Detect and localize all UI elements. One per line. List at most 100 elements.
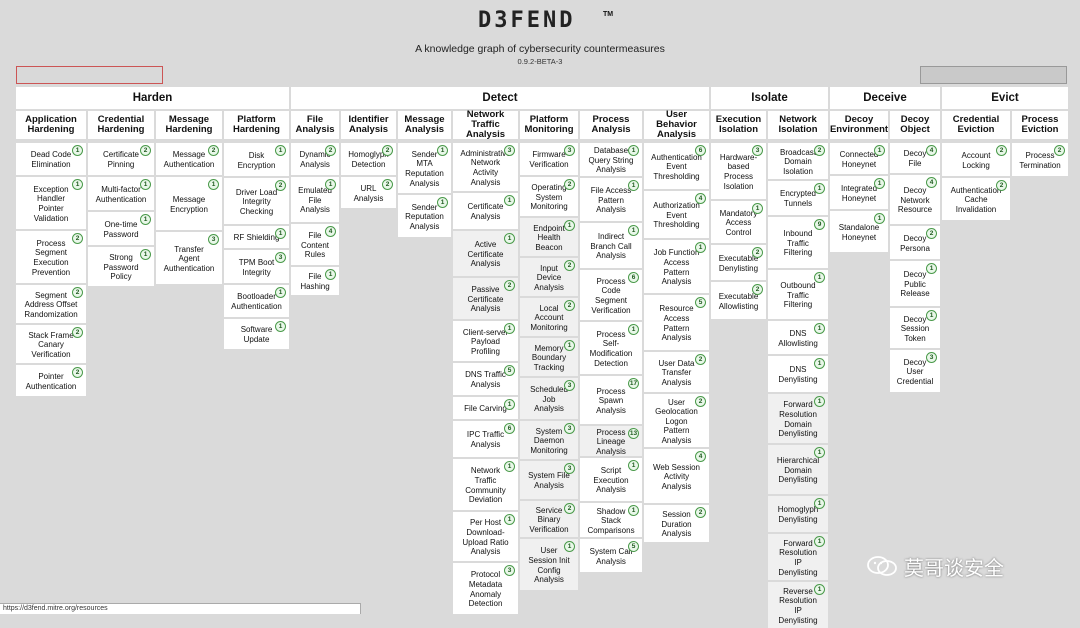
technique-card-client-server-payload-profiling[interactable]: Client-server Payload Profiling 1 [453, 321, 518, 361]
column-header-message-hardening[interactable]: Message Hardening [156, 111, 222, 139]
technique-card-job-function-access-pattern-analysis[interactable]: Job Function Access Pattern Analysis 1 [644, 240, 709, 293]
technique-card-session-duration-analysis[interactable]: Session Duration Analysis 2 [644, 505, 709, 542]
technique-card-outbound-traffic-filtering[interactable]: Outbound Traffic Filtering 1 [768, 270, 828, 319]
tactic-harden[interactable]: Harden [16, 87, 289, 109]
technique-card-protocol-metadata-anomaly-detection[interactable]: Protocol Metadata Anomaly Detection 3 [453, 563, 518, 614]
tactic-evict[interactable]: Evict [942, 87, 1068, 109]
technique-card-decoy-user-credential[interactable]: Decoy User Credential 3 [890, 350, 940, 392]
technique-card-process-lineage-analysis[interactable]: Process Lineage Analysis 13 [580, 426, 642, 456]
technique-card-exception-handler-pointer-validation[interactable]: Exception Handler Pointer Validation 1 [16, 177, 86, 229]
technique-card-inbound-traffic-filtering[interactable]: Inbound Traffic Filtering 9 [768, 217, 828, 268]
technique-card-pointer-authentication[interactable]: Pointer Authentication 2 [16, 365, 86, 396]
technique-card-homoglyph-denylisting[interactable]: Homoglyph Denylisting 1 [768, 496, 828, 532]
technique-card-certificate-pinning[interactable]: Certificate Pinning 2 [88, 143, 154, 175]
technique-card-certificate-analysis[interactable]: Certificate Analysis 1 [453, 193, 518, 229]
column-header-process-eviction[interactable]: Process Eviction [1012, 111, 1068, 139]
column-header-identifier-analysis[interactable]: Identifier Analysis [341, 111, 396, 139]
technique-card-file-access-pattern-analysis[interactable]: File Access Pattern Analysis 1 [580, 178, 642, 221]
technique-card-decoy-file[interactable]: Decoy File 4 [890, 143, 940, 173]
column-header-credential-hardening[interactable]: Credential Hardening [88, 111, 154, 139]
technique-card-passive-certificate-analysis[interactable]: Passive Certificate Analysis 2 [453, 278, 518, 319]
technique-card-message-authentication[interactable]: Message Authentication 2 [156, 143, 222, 175]
technique-card-dead-code-elimination[interactable]: Dead Code Elimination 1 [16, 143, 86, 175]
technique-card-web-session-activity-analysis[interactable]: Web Session Activity Analysis 4 [644, 449, 709, 503]
column-header-decoy-environment[interactable]: Decoy Environment [830, 111, 888, 139]
column-header-process-analysis[interactable]: Process Analysis [580, 111, 642, 139]
technique-card-authentication-cache-invalidation[interactable]: Authentication Cache Invalidation 2 [942, 178, 1010, 220]
technique-card-file-carving[interactable]: File Carving 1 [453, 397, 518, 419]
technique-card-message-encryption[interactable]: Message Encryption 1 [156, 177, 222, 230]
technique-card-system-file-analysis[interactable]: System File Analysis 3 [520, 461, 578, 499]
technique-card-process-termination[interactable]: Process Termination 2 [1012, 143, 1068, 176]
technique-card-driver-load-integrity-checking[interactable]: Driver Load Integrity Checking 2 [224, 178, 289, 224]
technique-card-rf-shielding[interactable]: RF Shielding 1 [224, 226, 289, 248]
technique-card-decoy-public-release[interactable]: Decoy Public Release 1 [890, 261, 940, 306]
technique-card-segment-address-offset-randomization[interactable]: Segment Address Offset Randomization 2 [16, 285, 86, 323]
technique-card-system-call-analysis[interactable]: System Call Analysis 5 [580, 539, 642, 572]
technique-card-decoy-session-token[interactable]: Decoy Session Token 1 [890, 308, 940, 348]
technique-card-multi-factor-authentication[interactable]: Multi-factor Authentication 1 [88, 177, 154, 210]
technique-card-scheduled-job-analysis[interactable]: Scheduled Job Analysis 3 [520, 378, 578, 419]
technique-card-decoy-persona[interactable]: Decoy Persona 2 [890, 226, 940, 259]
d3fend-logo[interactable]: D3FEND [478, 8, 598, 40]
technique-card-disk-encryption[interactable]: Disk Encryption 1 [224, 143, 289, 176]
technique-card-per-host-download-upload-ratio-analysis[interactable]: Per Host Download-Upload Ratio Analysis 1 [453, 512, 518, 561]
technique-card-user-geolocation-logon-pattern-analysis[interactable]: User Geolocation Logon Pattern Analysis 2 [644, 394, 709, 447]
technique-card-shadow-stack-comparisons[interactable]: Shadow Stack Comparisons 1 [580, 503, 642, 537]
technique-card-user-session-init-config-analysis[interactable]: User Session Init Config Analysis 1 [520, 539, 578, 590]
technique-card-transfer-agent-authentication[interactable]: Transfer Agent Authentication 3 [156, 232, 222, 284]
column-header-network-isolation[interactable]: Network Isolation [768, 111, 828, 139]
technique-card-file-content-rules[interactable]: File Content Rules 4 [291, 224, 339, 265]
technique-card-stack-frame-canary-verification[interactable]: Stack Frame Canary Verification 2 [16, 325, 86, 363]
technique-card-encrypted-tunnels[interactable]: Encrypted Tunnels 1 [768, 181, 828, 215]
column-header-platform-monitoring[interactable]: Platform Monitoring [520, 111, 578, 139]
technique-card-firmware-verification[interactable]: Firmware Verification 3 [520, 143, 578, 175]
technique-card-connected-honeynet[interactable]: Connected Honeynet 1 [830, 143, 888, 174]
technique-card-dns-traffic-analysis[interactable]: DNS Traffic Analysis 5 [453, 363, 518, 395]
technique-card-authorization-event-thresholding[interactable]: Authorization Event Thresholding 4 [644, 191, 709, 238]
technique-card-dns-allowlisting[interactable]: DNS Allowlisting 1 [768, 321, 828, 354]
technique-card-script-execution-analysis[interactable]: Script Execution Analysis 1 [580, 458, 642, 501]
view-toggle-button[interactable] [920, 66, 1067, 84]
technique-card-standalone-honeynet[interactable]: Standalone Honeynet 1 [830, 211, 888, 252]
technique-card-sender-reputation-analysis[interactable]: Sender Reputation Analysis 1 [398, 195, 451, 237]
technique-card-memory-boundary-tracking[interactable]: Memory Boundary Tracking 1 [520, 338, 578, 376]
technique-card-sender-mta-reputation-analysis[interactable]: Sender MTA Reputation Analysis 1 [398, 143, 451, 193]
technique-card-process-segment-execution-prevention[interactable]: Process Segment Execution Prevention 2 [16, 231, 86, 283]
technique-card-file-hashing[interactable]: File Hashing 1 [291, 267, 339, 295]
technique-card-resource-access-pattern-analysis[interactable]: Resource Access Pattern Analysis 5 [644, 295, 709, 350]
column-header-file-analysis[interactable]: File Analysis [291, 111, 339, 139]
tactic-detect[interactable]: Detect [291, 87, 709, 109]
technique-card-system-daemon-monitoring[interactable]: System Daemon Monitoring 3 [520, 421, 578, 459]
technique-card-hardware-based-process-isolation[interactable]: Hardware-based Process Isolation 3 [711, 143, 766, 199]
search-input[interactable] [16, 66, 163, 84]
technique-card-active-certificate-analysis[interactable]: Active Certificate Analysis 1 [453, 231, 518, 276]
column-header-credential-eviction[interactable]: Credential Eviction [942, 111, 1010, 139]
technique-card-dynamic-analysis[interactable]: Dynamic Analysis 2 [291, 143, 339, 175]
technique-card-one-time-password[interactable]: One-time Password 1 [88, 212, 154, 245]
technique-card-integrated-honeynet[interactable]: Integrated Honeynet 1 [830, 176, 888, 209]
technique-card-authentication-event-thresholding[interactable]: Authentication Event Thresholding 6 [644, 143, 709, 189]
technique-card-operating-system-monitoring[interactable]: Operating System Monitoring 2 [520, 177, 578, 216]
technique-card-broadcast-domain-isolation[interactable]: Broadcast Domain Isolation 2 [768, 143, 828, 179]
technique-card-local-account-monitoring[interactable]: Local Account Monitoring 2 [520, 298, 578, 336]
technique-card-strong-password-policy[interactable]: Strong Password Policy 1 [88, 247, 154, 286]
technique-card-executable-denylisting[interactable]: Executable Denylisting 2 [711, 245, 766, 280]
technique-card-tpm-boot-integrity[interactable]: TPM Boot Integrity 3 [224, 250, 289, 283]
column-header-application-hardening[interactable]: Application Hardening [16, 111, 86, 139]
technique-card-hierarchical-domain-denylisting[interactable]: Hierarchical Domain Denylisting 1 [768, 445, 828, 494]
technique-card-input-device-analysis[interactable]: Input Device Analysis 2 [520, 258, 578, 296]
technique-card-executable-allowlisting[interactable]: Executable Allowlisting 2 [711, 282, 766, 319]
column-header-message-analysis[interactable]: Message Analysis [398, 111, 451, 139]
technique-card-forward-resolution-ip-denylisting[interactable]: Forward Resolution IP Denylisting 1 [768, 534, 828, 580]
technique-card-service-binary-verification[interactable]: Service Binary Verification 2 [520, 501, 578, 537]
technique-card-endpoint-health-beacon[interactable]: Endpoint Health Beacon 1 [520, 218, 578, 256]
technique-card-reverse-resolution-ip-denylisting[interactable]: Reverse Resolution IP Denylisting 1 [768, 582, 828, 628]
tactic-isolate[interactable]: Isolate [711, 87, 828, 109]
technique-card-dns-denylisting[interactable]: DNS Denylisting 1 [768, 356, 828, 392]
technique-card-indirect-branch-call-analysis[interactable]: Indirect Branch Call Analysis 1 [580, 223, 642, 268]
column-header-execution-isolation[interactable]: Execution Isolation [711, 111, 766, 139]
technique-card-network-traffic-community-deviation[interactable]: Network Traffic Community Deviation 1 [453, 459, 518, 510]
column-header-user-behavior-analysis[interactable]: User Behavior Analysis [644, 110, 709, 140]
technique-card-bootloader-authentication[interactable]: Bootloader Authentication 1 [224, 285, 289, 317]
